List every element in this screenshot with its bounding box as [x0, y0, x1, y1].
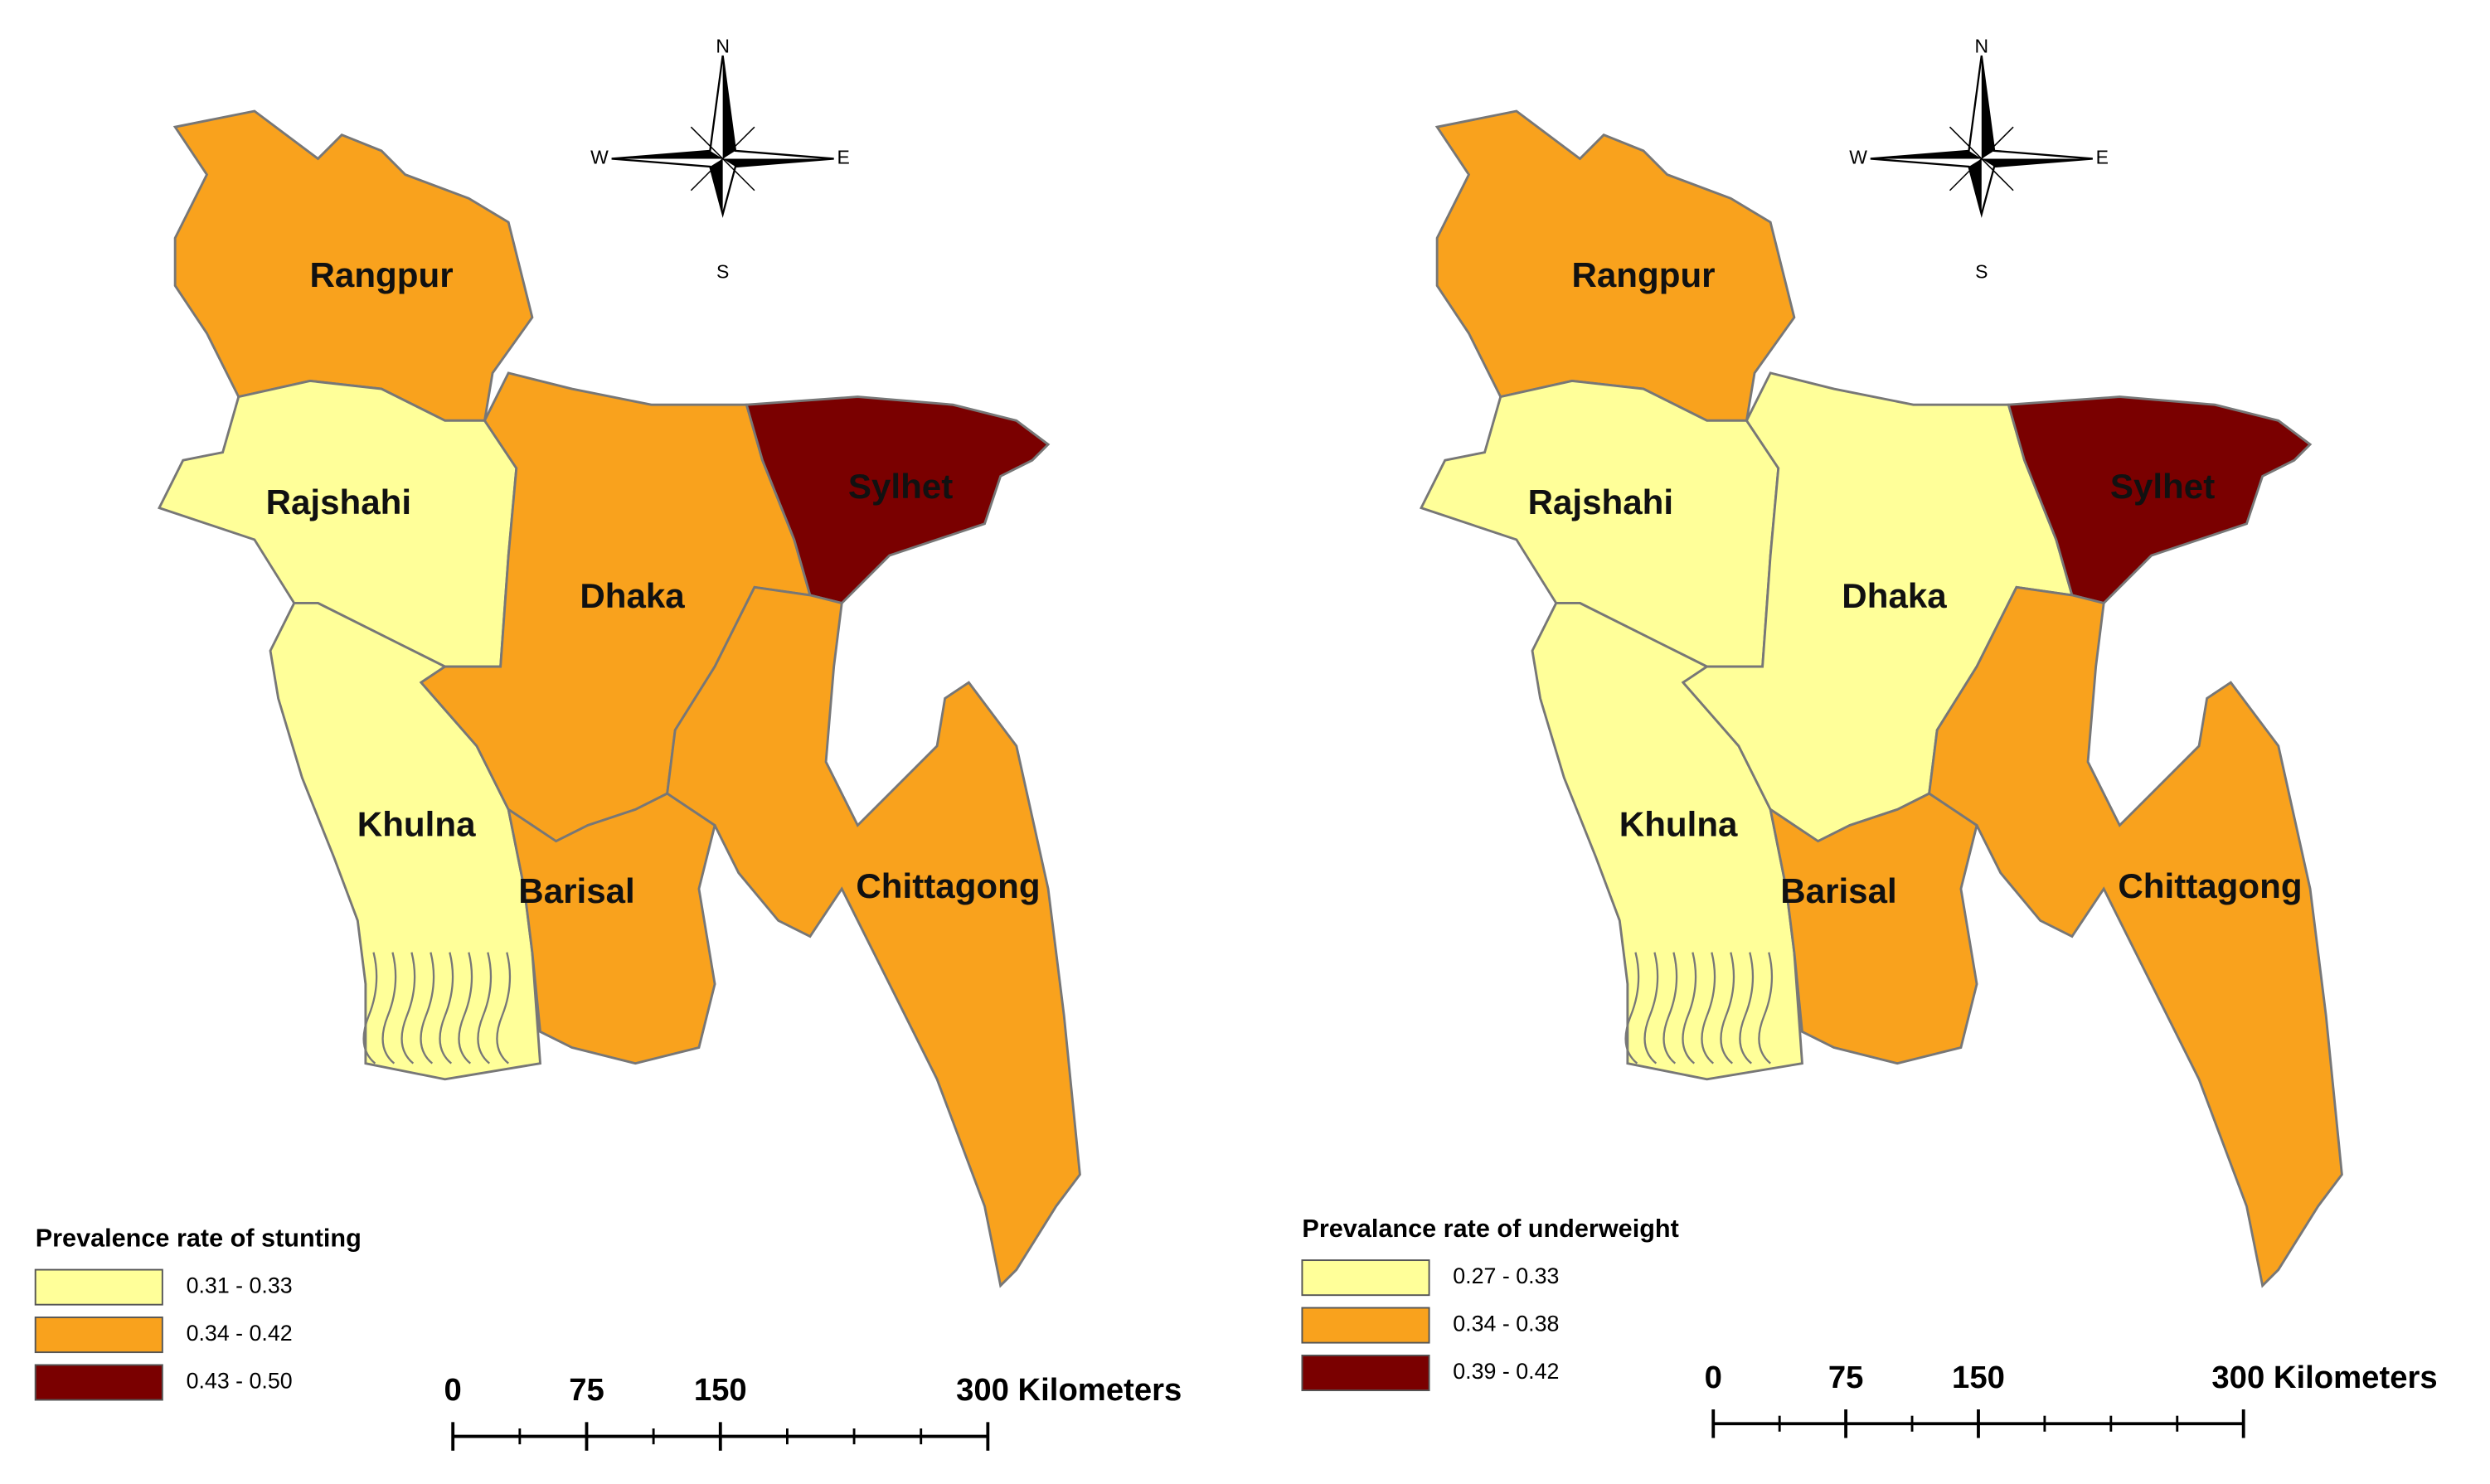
compass-label: N: [1975, 35, 1989, 56]
compass-label: S: [716, 260, 729, 282]
coast-river: [1720, 952, 1735, 1065]
region-label: Sylhet: [2110, 467, 2215, 506]
coast-river: [420, 952, 435, 1065]
map-panel: Rangpur Rajshahi Khulna Dhaka Sylhet Chittago…: [157, 35, 1081, 1288]
coast-river: [458, 952, 473, 1065]
coast-river: [496, 952, 512, 1065]
legend-title: Prevalence rate of stunting: [36, 1224, 362, 1252]
compass-label: N: [716, 35, 730, 56]
compass-label: E: [837, 147, 849, 168]
scale-label: 300 Kilometers: [956, 1372, 1182, 1408]
compass-label: S: [1975, 260, 1988, 282]
region-label: Barisal: [1780, 871, 1896, 910]
legend-label: 0.34 - 0.42: [187, 1321, 293, 1346]
coast-river: [400, 952, 416, 1065]
compass-label: W: [590, 147, 609, 168]
legend-label: 0.39 - 0.42: [1453, 1359, 1559, 1384]
coast-river: [362, 952, 378, 1065]
scale-label: 150: [1952, 1360, 2005, 1395]
region-label: Sylhet: [848, 467, 953, 506]
scale-label: 75: [569, 1372, 604, 1408]
scale-label: 300 Kilometers: [2211, 1360, 2437, 1395]
region: [745, 395, 1051, 605]
coast-river: [1739, 952, 1755, 1065]
legend-label: 0.27 - 0.33: [1453, 1263, 1559, 1288]
coast-river: [1643, 952, 1659, 1065]
legend-swatch: [34, 1317, 163, 1354]
region-label: Khulna: [1619, 805, 1738, 844]
compass: N E S W: [1849, 35, 2109, 282]
region-label: Rajshahi: [266, 483, 412, 521]
scale-label: 75: [1828, 1360, 1864, 1395]
legend-swatch: [34, 1268, 163, 1306]
region-label: Barisal: [518, 871, 634, 910]
coast-river: [1682, 952, 1697, 1065]
scale-label: 150: [694, 1372, 747, 1408]
compass-shade: [1870, 56, 2093, 215]
coast-river: [1662, 952, 1678, 1065]
legend-swatch: [1301, 1354, 1430, 1392]
region: [666, 585, 1081, 1288]
region-label: Dhaka: [580, 576, 685, 615]
region: [1928, 585, 2343, 1288]
legend-label: 0.34 - 0.38: [1453, 1312, 1559, 1336]
region-label: Rajshahi: [1528, 483, 1674, 521]
legend-swatch: [1301, 1259, 1430, 1297]
compass-label: E: [2096, 147, 2109, 168]
legend-swatch: [1301, 1307, 1430, 1344]
region-label: Rangpur: [1571, 255, 1715, 294]
region: [1769, 792, 1978, 1065]
region-label: Rangpur: [309, 255, 453, 294]
coast-river: [1624, 952, 1640, 1065]
coast-river: [1701, 952, 1716, 1065]
map-panel: Rangpur Rajshahi Khulna Dhaka Sylhet Chittago…: [1419, 35, 2343, 1288]
legend-title: Prevalance rate of underweight: [1302, 1215, 1678, 1243]
scale-label: 0: [444, 1372, 462, 1408]
legend-label: 0.31 - 0.33: [187, 1273, 293, 1298]
region-label: Chittagong: [2118, 866, 2302, 905]
region: [507, 792, 716, 1065]
scale-label: 0: [1705, 1360, 1722, 1395]
region-label: Dhaka: [1842, 576, 1947, 615]
region-label: Chittagong: [856, 866, 1040, 905]
compass-shade: [611, 56, 834, 215]
compass-ring: [690, 126, 755, 192]
coast-river: [439, 952, 454, 1065]
region-label: Khulna: [357, 805, 476, 844]
legend-label: 0.43 - 0.50: [187, 1369, 293, 1394]
coast-river: [1758, 952, 1774, 1065]
legend-swatch: [34, 1364, 163, 1401]
coast-river: [381, 952, 397, 1065]
compass-ring: [1949, 126, 2014, 192]
coast-river: [477, 952, 493, 1065]
compass: N E S W: [590, 35, 850, 282]
region: [2007, 395, 2313, 605]
compass-label: W: [1849, 147, 1867, 168]
